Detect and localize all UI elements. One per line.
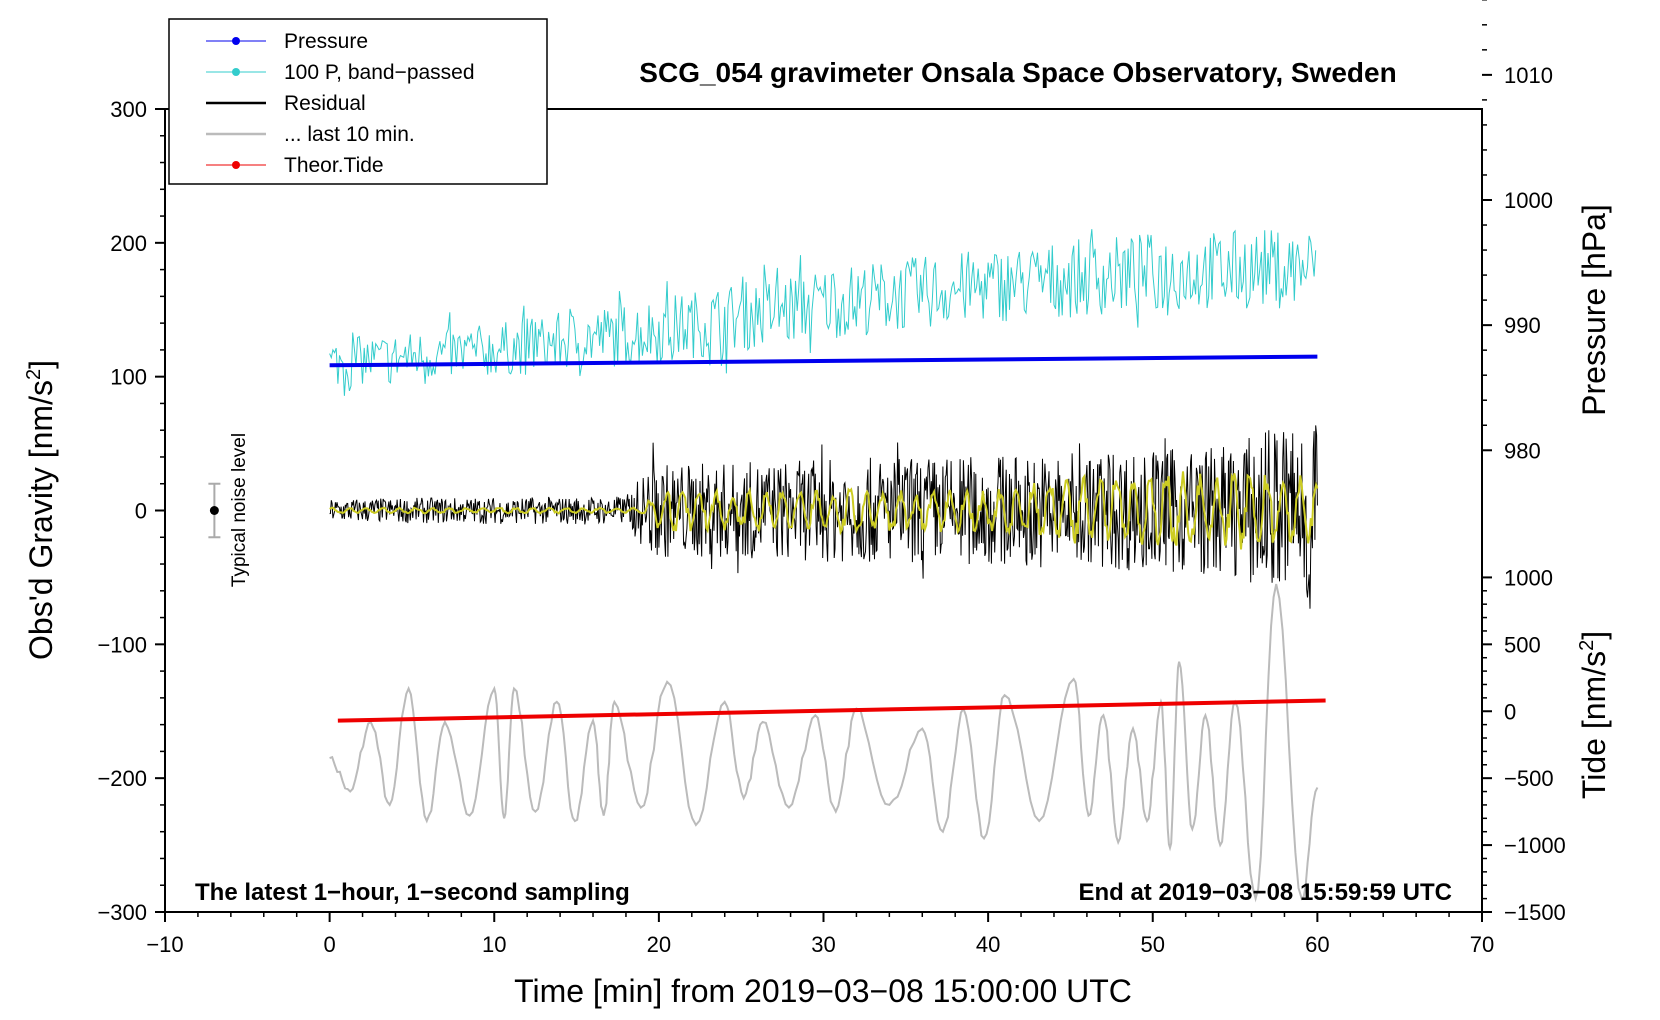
series-residual [329, 425, 1318, 609]
legend-label: Pressure [284, 30, 368, 53]
tide-tick-label: −500 [1504, 766, 1554, 791]
x-tick-label: 40 [976, 932, 1000, 957]
x-tick-label: 30 [811, 932, 835, 957]
tide-tick-label: −1000 [1504, 833, 1566, 858]
footer-right-label: End at 2019−03−08 15:59:59 UTC [1078, 879, 1452, 906]
legend-label: ... last 10 min. [284, 123, 415, 146]
y-tick-label: 300 [110, 97, 147, 122]
tide-tick-label: 1000 [1504, 565, 1553, 590]
y-axis-left-label-main: Obs'd Gravity [nm/s [23, 380, 59, 660]
footer-left-label: The latest 1−hour, 1−second sampling [195, 879, 630, 906]
pressure-tick-label: 980 [1504, 438, 1541, 463]
y-axis-left-label-end: ] [23, 360, 59, 369]
y-tick-label: −200 [97, 766, 147, 791]
x-tick-label: 10 [482, 932, 506, 957]
pressure-tick-label: 1010 [1504, 63, 1553, 88]
y-axis-tide-label-end: ] [1576, 631, 1612, 640]
y-axis-tide: 1000 500 0 −500 −1000 −1500 [1482, 565, 1566, 925]
series-last-10-min [329, 583, 1319, 903]
pressure-tick-label: 990 [1504, 313, 1541, 338]
data-layer [329, 229, 1326, 903]
y-axis-pressure: 1030102010101000990980 [1482, 0, 1553, 463]
chart-title: SCG_054 gravimeter Onsala Space Observat… [639, 57, 1396, 88]
series-pressure-band-passed [329, 229, 1317, 396]
y-axis-tide-label-main: Tide [nm/s [1576, 651, 1612, 799]
y-axis-left-label-sup: 2 [23, 369, 45, 380]
tide-tick-label: −1500 [1504, 900, 1566, 925]
tide-tick-label: 500 [1504, 632, 1541, 657]
x-axis-label: Time [min] from 2019−03−08 15:00:00 UTC [514, 973, 1132, 1009]
legend-label: Theor.Tide [284, 154, 384, 177]
legend-items: Pressure 100 P, band−passed Residual ... la… [206, 30, 475, 177]
series-pressure [329, 354, 1318, 368]
y-tick-label: −100 [97, 632, 147, 657]
noise-dot [209, 506, 219, 515]
x-tick-label: 70 [1470, 932, 1494, 957]
legend-label: 100 P, band−passed [284, 61, 475, 84]
noise-level-indicator: Typical noise level [208, 433, 250, 587]
legend-marker [232, 161, 240, 169]
tide-tick-label: 0 [1504, 699, 1516, 724]
series-residual-smoothed [329, 471, 1319, 550]
x-tick-label: 60 [1305, 932, 1329, 957]
y-tick-label: −300 [97, 900, 147, 925]
y-tick-label: 200 [110, 231, 147, 256]
legend: Pressure 100 P, band−passed Residual ... la… [168, 18, 548, 185]
y-axis-tide-label: Tide [nm/s2] [1576, 631, 1612, 799]
y-axis-left: 300 200 100 0 −100 −200 −300 [97, 97, 165, 925]
y-axis-left-label: Obs'd Gravity [nm/s2] [23, 360, 59, 660]
x-tick-label: 0 [324, 932, 336, 957]
y-axis-pressure-label: Pressure [hPa] [1576, 204, 1612, 416]
x-tick-label: 50 [1141, 932, 1165, 957]
y-tick-label: 100 [110, 365, 147, 390]
noise-level-label: Typical noise level [229, 433, 250, 587]
x-tick-label: 20 [647, 932, 671, 957]
legend-box [168, 18, 548, 185]
x-axis: −10 0 10 20 30 40 50 60 70 [146, 912, 1494, 957]
legend-label: Residual [284, 92, 366, 115]
series-theor-tide [337, 698, 1326, 723]
y-tick-label: 0 [135, 499, 147, 524]
pressure-tick-label: 1000 [1504, 188, 1553, 213]
x-tick-label: −10 [146, 932, 183, 957]
y-axis-tide-label-sup: 2 [1576, 640, 1598, 651]
legend-marker [232, 68, 240, 76]
legend-marker [232, 37, 240, 45]
